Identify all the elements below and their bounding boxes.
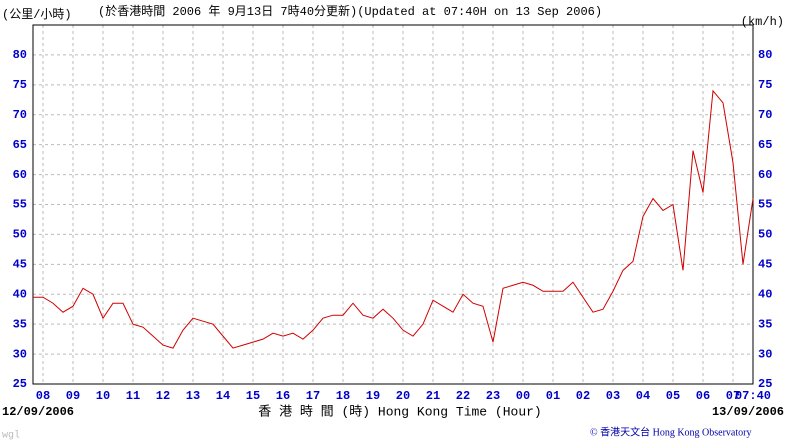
y2-tick-label: 65 [758,138,772,152]
y2-tick-label: 70 [758,108,772,122]
y-tick-label: 70 [13,108,27,122]
y2-tick-label: 55 [758,198,772,212]
y-tick-label: 25 [13,377,27,391]
y-tick-label: 50 [13,228,27,242]
x-tick-label: 10 [96,389,110,403]
y-tick-label: 55 [13,198,27,212]
x-tick-label: 11 [126,389,140,403]
x-tick-label: 05 [666,389,680,403]
x-tick-label: 19 [366,389,380,403]
x-tick-label: 07 [726,389,740,403]
x-tick-label: 04 [636,389,650,403]
data-line [33,89,754,349]
x-tick-label: 01 [546,389,560,403]
y-tick-label: 30 [13,347,27,361]
y-tick-label: 80 [13,48,27,62]
x-tick-label: 12 [156,389,170,403]
x-tick-label: 23 [486,389,500,403]
x-tick-label: 02 [576,389,590,403]
credit: © 香港天文台 Hong Kong Observatory [590,425,751,438]
x-tick-label: 03 [606,389,620,403]
x-tick-label: 14 [216,389,230,403]
y2-tick-label: 45 [758,258,772,272]
y2-tick-label: 30 [758,347,772,361]
y-tick-label: 60 [13,168,27,182]
x-tick-label: 22 [456,389,470,403]
y-tick-label: 35 [13,317,27,331]
chart-title: (於香港時間 2006 年 9月13日 7時40分更新)(Updated at … [98,3,602,19]
plot-border [32,24,754,385]
x-tick-label: 20 [396,389,410,403]
y-tick-label: 75 [13,78,27,92]
x-axis-label: 香 港 時 間 (時) Hong Kong Time (Hour) [258,404,541,419]
x-tick-label: 09 [66,389,80,403]
x-tick-label: 21 [426,389,440,403]
author: wgl [2,430,20,442]
y-tick-label: 40 [13,287,27,301]
y2-axis-label: (km/h) [741,15,784,29]
start-date: 12/09/2006 [2,405,74,419]
x-tick-label: 06 [696,389,710,403]
y-tick-label: 65 [13,138,27,152]
end-date: 13/09/2006 [712,405,784,419]
y2-tick-label: 40 [758,287,772,301]
y2-tick-label: 35 [758,317,772,331]
x-tick-label: 15 [246,389,260,403]
y2-tick-label: 25 [758,377,772,391]
x-tick-label: 00 [516,389,530,403]
x-tick-label: 13 [186,389,200,403]
x-tick-label: 16 [276,389,290,403]
x-tick-label: 17 [306,389,320,403]
y-axis-label: (公里/小時) [2,7,72,22]
y2-tick-label: 50 [758,228,772,242]
x-tick-label: 18 [336,389,350,403]
y2-tick-label: 60 [758,168,772,182]
y2-tick-label: 80 [758,48,772,62]
x-tick-label: 07:40 [735,389,771,403]
x-tick-label: 08 [36,389,50,403]
y-tick-label: 45 [13,258,27,272]
y2-tick-label: 75 [758,78,772,92]
